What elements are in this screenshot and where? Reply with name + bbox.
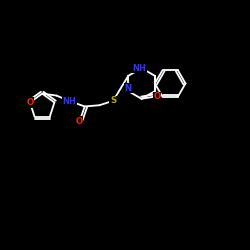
- Text: O: O: [76, 117, 83, 126]
- Text: O: O: [26, 98, 34, 107]
- Text: NH: NH: [62, 96, 76, 106]
- Text: O: O: [154, 92, 161, 101]
- Text: S: S: [110, 96, 116, 105]
- Text: N: N: [125, 84, 132, 93]
- Text: NH: NH: [132, 64, 146, 73]
